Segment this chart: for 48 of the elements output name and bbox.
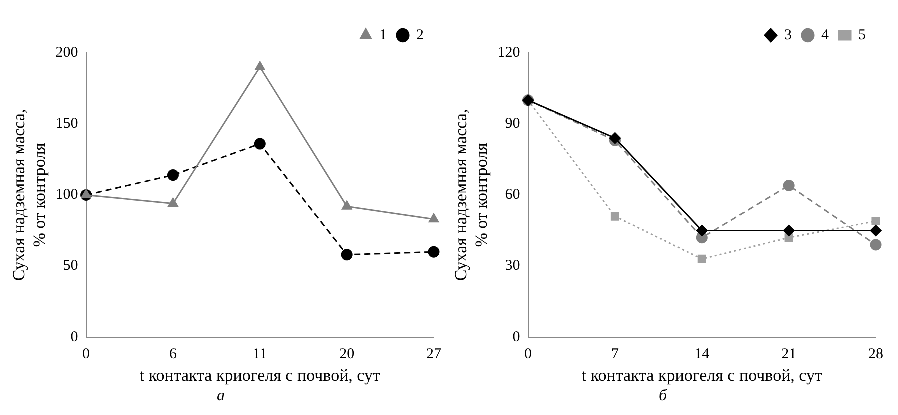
point — [341, 249, 353, 261]
point — [870, 225, 882, 236]
y-tick-label: 150 — [56, 116, 78, 132]
y-tick-label: 200 — [56, 44, 78, 61]
point — [783, 180, 795, 192]
x-axis-title: t контакта криогеля с почвой, сут — [140, 366, 382, 386]
y-tick-label: 0 — [70, 329, 78, 346]
text: а — [217, 388, 225, 405]
y-tick-label: 100 — [56, 187, 78, 204]
x-tick-label: 14 — [694, 346, 710, 362]
x-tick-label: 0 — [524, 346, 532, 362]
y-axis-title: Сухая надземная масса, % от контроля — [10, 109, 50, 282]
point — [870, 239, 882, 251]
x-tick-label: 28 — [868, 346, 884, 362]
y-tick-label: 90 — [505, 116, 520, 132]
x-tick-label: 7 — [611, 346, 620, 362]
text: б — [658, 388, 668, 405]
point — [81, 189, 92, 198]
point — [783, 225, 795, 236]
x-tick-label: 11 — [252, 346, 268, 362]
legend-label: 4 — [822, 27, 830, 44]
point — [342, 200, 352, 210]
y-tick-label: 60 — [505, 187, 520, 204]
y-tick-label: 120 — [498, 44, 520, 61]
point — [698, 254, 706, 264]
legend-label: 3 — [784, 27, 792, 44]
point — [428, 246, 440, 258]
legend-label: 2 — [416, 27, 424, 44]
point — [255, 61, 266, 70]
x-tick-label: 6 — [169, 346, 178, 362]
x-axis-title: t контакта криогеля с почвой, сут — [582, 366, 824, 386]
y-tick-label: 50 — [63, 258, 78, 274]
point — [428, 214, 440, 223]
point — [872, 216, 880, 226]
x-tick-label: 27 — [426, 346, 442, 362]
x-tick-label: 0 — [82, 346, 90, 362]
y-tick-label: 0 — [512, 329, 520, 346]
x-tick-label: 20 — [340, 346, 355, 362]
y-tick-label: 30 — [505, 258, 520, 274]
point — [254, 138, 266, 150]
x-tick-label: 21 — [782, 346, 797, 362]
y-axis-title: Сухая надземная масса, % от контроля — [452, 109, 492, 282]
point — [168, 198, 178, 207]
legend-label: 5 — [858, 27, 866, 44]
point — [167, 170, 179, 182]
legend-label: 1 — [380, 27, 387, 44]
point — [610, 212, 620, 221]
point — [696, 225, 708, 236]
